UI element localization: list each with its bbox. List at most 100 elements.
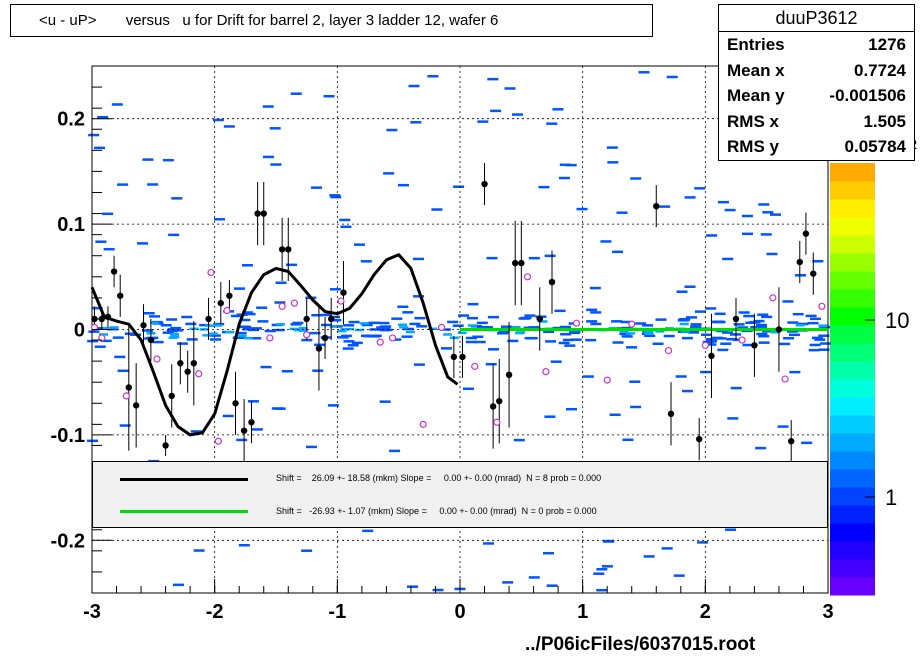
scatter-marker [185, 322, 197, 326]
scatter-marker [97, 115, 109, 119]
scatter-marker [611, 320, 623, 323]
profile-point-magenta [266, 334, 274, 342]
profile-point-black [505, 371, 513, 379]
scatter-marker [812, 260, 824, 263]
scatter-marker [507, 339, 519, 343]
scatter-marker [481, 326, 493, 329]
scatter-marker [232, 336, 244, 340]
scatter-marker [354, 328, 364, 332]
profile-point-black [240, 427, 248, 434]
profile-points [90, 162, 826, 463]
scatter-marker [644, 334, 656, 338]
scatter-marker [410, 121, 422, 124]
scatter-marker [208, 332, 218, 335]
scatter-marker [119, 424, 131, 427]
legend-text-green: Shift = -26.93 +- 1.07 (mkm) Slope = 0.0… [276, 506, 597, 516]
scatter-marker [497, 332, 509, 335]
profile-point-black [162, 442, 169, 449]
scatter-marker [409, 322, 421, 326]
scatter-marker [733, 323, 745, 326]
profile-point-black [110, 268, 118, 275]
scatter-marker [239, 318, 251, 322]
colorbar-segment [830, 559, 875, 578]
scatter-marker [714, 312, 726, 316]
scatter-marker [320, 323, 332, 327]
fit-curve-path [90, 253, 459, 437]
scatter-marker [560, 333, 572, 336]
scatter-marker [214, 218, 226, 221]
scatter-marker [209, 334, 221, 337]
scatter-marker [453, 185, 465, 188]
profile-point-black [177, 360, 184, 367]
scatter-marker [262, 105, 274, 108]
scatter-marker [788, 333, 800, 337]
scatter-marker [323, 94, 335, 98]
scatter-marker [290, 92, 302, 95]
profile-point-black [125, 384, 132, 391]
scatter-marker [818, 348, 830, 351]
scatter-marker [452, 324, 464, 327]
stats-label: Mean y [727, 86, 785, 105]
colorbar-segment [830, 541, 875, 560]
scatter-marker [329, 194, 341, 197]
scatter-marker [250, 337, 262, 340]
scatter-marker [524, 336, 536, 340]
scatter-marker [345, 327, 355, 331]
scatter-marker [673, 574, 685, 577]
stats-value: 0.7724 [854, 60, 906, 80]
scatter-marker [566, 407, 578, 411]
profile-point-magenta [337, 297, 345, 305]
scatter-marker [652, 342, 664, 346]
scatter-marker [168, 336, 178, 339]
scatter-marker [538, 320, 548, 323]
scatter-marker [814, 338, 826, 341]
scatter-marker [472, 335, 484, 339]
scatter-marker [544, 415, 556, 418]
scatter-marker [378, 321, 390, 325]
scatter-marker [186, 338, 198, 341]
fit-curve [90, 253, 459, 437]
scatter-marker [792, 312, 804, 316]
scatter-marker [801, 441, 813, 445]
scatter-marker [383, 172, 395, 175]
scatter-marker [256, 306, 268, 309]
y-tick-label: 0 [74, 320, 85, 342]
scatter-marker [94, 146, 106, 150]
scatter-marker [351, 341, 363, 345]
scatter-marker [808, 348, 820, 352]
stats-label: Mean x [727, 60, 785, 80]
scatter-marker [298, 329, 308, 332]
scatter-marker [408, 84, 420, 88]
profile-point-black [775, 326, 783, 333]
scatter-marker [626, 332, 636, 335]
profile-point-black [732, 315, 740, 323]
y-axis: -0.2 -0.1 0 0.1 0.2 [51, 65, 112, 594]
scatter-marker [705, 343, 717, 346]
scatter-marker [273, 328, 285, 332]
scatter-marker [465, 336, 477, 340]
stats-label: RMS x [727, 111, 779, 131]
scatter-marker [117, 183, 129, 186]
profile-point-black [708, 352, 715, 360]
scatter-marker [329, 315, 341, 319]
scatter-marker [213, 322, 225, 326]
scatter-marker [513, 438, 525, 442]
profile-point-magenta [471, 362, 479, 370]
profile-point-magenta [278, 302, 286, 310]
scatter-marker [311, 186, 323, 189]
y-tick-label: -0.1 [51, 425, 85, 447]
colorbar [830, 163, 875, 596]
scatter-marker [95, 240, 107, 243]
profile-point-black [328, 315, 335, 323]
profile-point-black [117, 292, 124, 299]
scatter-marker [401, 335, 413, 338]
scatter-marker [487, 77, 499, 81]
scatter-marker [554, 309, 566, 313]
scatter-marker [805, 314, 817, 318]
scatter-marker [330, 195, 342, 199]
colorbar-segment [830, 307, 875, 326]
scatter-marker [818, 334, 830, 337]
scatter-marker [397, 305, 409, 309]
scatter-marker [755, 446, 767, 450]
scatter-marker [190, 430, 202, 433]
